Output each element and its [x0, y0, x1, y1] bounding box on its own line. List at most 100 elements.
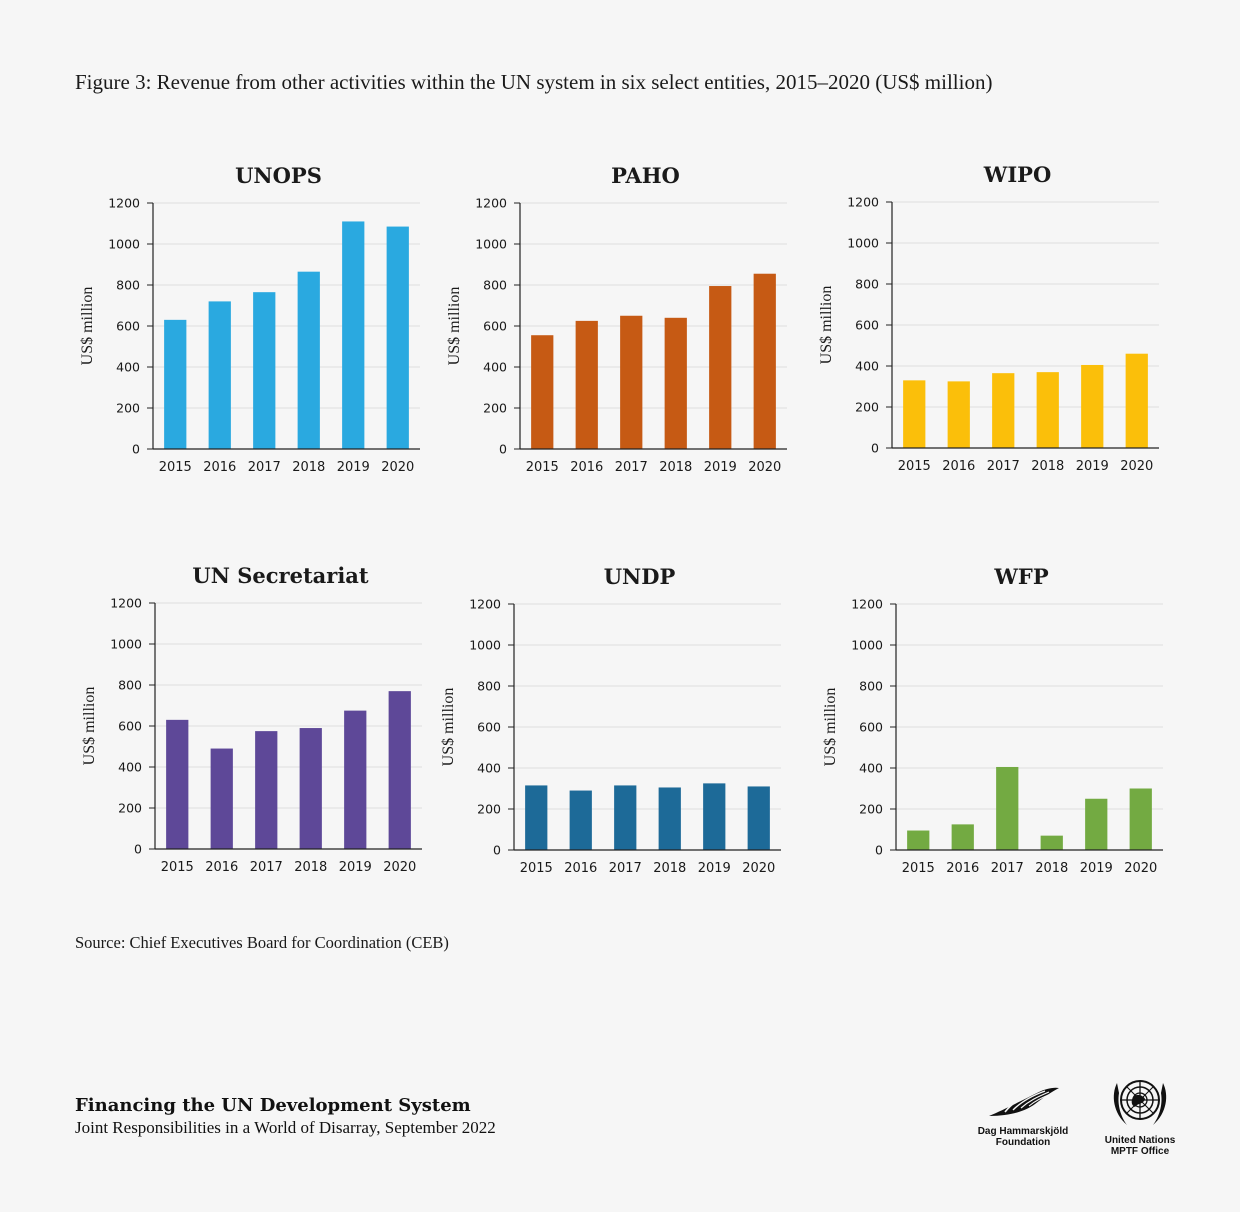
chart-title: PAHO: [611, 163, 680, 188]
bar-2017: [253, 292, 276, 449]
y-tick-label: 0: [875, 843, 883, 858]
y-tick-label: 1000: [108, 237, 140, 252]
bar-2017: [992, 373, 1015, 448]
y-tick-label: 0: [132, 442, 140, 457]
bar-chart-svg: UNOPS 0 200 400 600 800 1000 1200 US$ million 201…: [79, 163, 420, 475]
y-tick-label: 1200: [475, 196, 507, 211]
bar-chart-svg: UNDP 0 200 400 600 800 1000 1200 US$ million 2015…: [440, 564, 781, 876]
y-tick-label: 200: [116, 401, 140, 416]
bar-2015: [166, 719, 189, 849]
x-tick-label: 2018: [653, 861, 686, 876]
bar-2018: [297, 271, 320, 449]
bar-chart-svg: UN Secretariat 0 200 400 600 800 1000 1200 US$ m…: [81, 563, 422, 875]
y-tick-label: 1200: [847, 195, 879, 210]
x-tick-label: 2017: [250, 860, 283, 875]
x-tick-label: 2019: [1080, 861, 1113, 876]
y-axis-label: US$ million: [822, 688, 839, 767]
bar-2020: [1125, 353, 1148, 448]
y-tick-label: 400: [118, 760, 142, 775]
x-tick-label: 2020: [383, 860, 416, 875]
x-tick-label: 2017: [609, 861, 642, 876]
bar-2019: [703, 783, 726, 850]
bar-2019: [344, 710, 367, 849]
y-tick-label: 1000: [851, 638, 883, 653]
x-tick-label: 2019: [698, 861, 731, 876]
bar-2016: [210, 748, 233, 849]
footer-subtitle: Joint Responsibilities in a World of Dis…: [75, 1118, 496, 1137]
x-tick-label: 2018: [1031, 459, 1064, 474]
bar-chart-svg: WIPO 0 200 400 600 800 1000 1200 US$ million 2015…: [818, 162, 1159, 474]
y-tick-label: 200: [855, 400, 879, 415]
y-tick-label: 400: [483, 360, 507, 375]
bar-2019: [1081, 364, 1104, 448]
bar-2015: [907, 830, 930, 850]
x-tick-label: 2016: [570, 460, 603, 475]
bar-2017: [614, 785, 637, 850]
bar-2020: [753, 273, 776, 449]
figure-title: Figure 3: Revenue from other activities …: [75, 70, 993, 94]
bar-2015: [903, 380, 926, 448]
chart-paho: PAHO 0 200 400 600 800 1000 1200 US$ million 2015…: [437, 155, 817, 515]
y-tick-label: 600: [118, 719, 142, 734]
y-tick-label: 1000: [469, 638, 501, 653]
y-axis-label: US$ million: [818, 286, 835, 365]
y-tick-label: 600: [477, 720, 501, 735]
x-tick-label: 2015: [161, 860, 194, 875]
chart-title: UNDP: [604, 564, 676, 589]
x-tick-label: 2016: [946, 861, 979, 876]
x-tick-label: 2017: [991, 861, 1024, 876]
y-tick-label: 800: [477, 679, 501, 694]
bar-2016: [951, 824, 974, 850]
y-tick-label: 800: [855, 277, 879, 292]
y-tick-label: 600: [483, 319, 507, 334]
y-tick-label: 1000: [110, 637, 142, 652]
y-tick-label: 1200: [108, 196, 140, 211]
x-tick-label: 2016: [203, 460, 236, 475]
y-tick-label: 1200: [110, 596, 142, 611]
x-tick-label: 2018: [659, 460, 692, 475]
y-tick-label: 0: [134, 842, 142, 857]
bar-chart-svg: PAHO 0 200 400 600 800 1000 1200 US$ million 2015…: [446, 163, 787, 475]
chart-unops: UNOPS 0 200 400 600 800 1000 1200 US$ million 201…: [70, 155, 450, 515]
y-tick-label: 800: [483, 278, 507, 293]
x-tick-label: 2020: [1124, 861, 1157, 876]
x-tick-label: 2017: [248, 460, 281, 475]
y-tick-label: 200: [477, 802, 501, 817]
x-tick-label: 2016: [564, 861, 597, 876]
bar-2019: [342, 221, 365, 449]
y-tick-label: 1000: [847, 236, 879, 251]
chart-wipo: WIPO 0 200 400 600 800 1000 1200 US$ million 2015…: [809, 154, 1189, 514]
y-tick-label: 200: [118, 801, 142, 816]
un-emblem-icon: [1113, 1080, 1167, 1125]
x-tick-label: 2018: [1035, 861, 1068, 876]
dove-icon: [989, 1087, 1059, 1116]
x-tick-label: 2020: [1120, 459, 1153, 474]
bar-2016: [208, 301, 231, 449]
bar-2016: [947, 381, 970, 448]
bar-2019: [709, 286, 732, 449]
y-tick-label: 800: [116, 278, 140, 293]
x-tick-label: 2015: [898, 459, 931, 474]
x-tick-label: 2018: [294, 860, 327, 875]
x-tick-label: 2017: [615, 460, 648, 475]
y-tick-label: 1000: [475, 237, 507, 252]
x-tick-label: 2019: [339, 860, 372, 875]
chart-un-secretariat: UN Secretariat 0 200 400 600 800 1000 1200 US$ m…: [72, 555, 452, 915]
x-tick-label: 2020: [381, 460, 414, 475]
bar-2016: [569, 790, 592, 850]
bar-chart-svg: WFP 0 200 400 600 800 1000 1200 US$ million 2015 2…: [822, 564, 1163, 876]
bar-2017: [620, 315, 643, 449]
bar-2017: [996, 766, 1019, 850]
x-tick-label: 2017: [987, 459, 1020, 474]
bar-2019: [1085, 798, 1108, 850]
y-tick-label: 200: [483, 401, 507, 416]
bar-2018: [664, 317, 687, 449]
bar-2017: [255, 731, 278, 849]
x-tick-label: 2016: [942, 459, 975, 474]
y-tick-label: 200: [859, 802, 883, 817]
y-tick-label: 400: [859, 761, 883, 776]
chart-title: UNOPS: [235, 163, 322, 188]
y-tick-label: 600: [855, 318, 879, 333]
y-tick-label: 600: [859, 720, 883, 735]
chart-title: WIPO: [983, 162, 1052, 187]
